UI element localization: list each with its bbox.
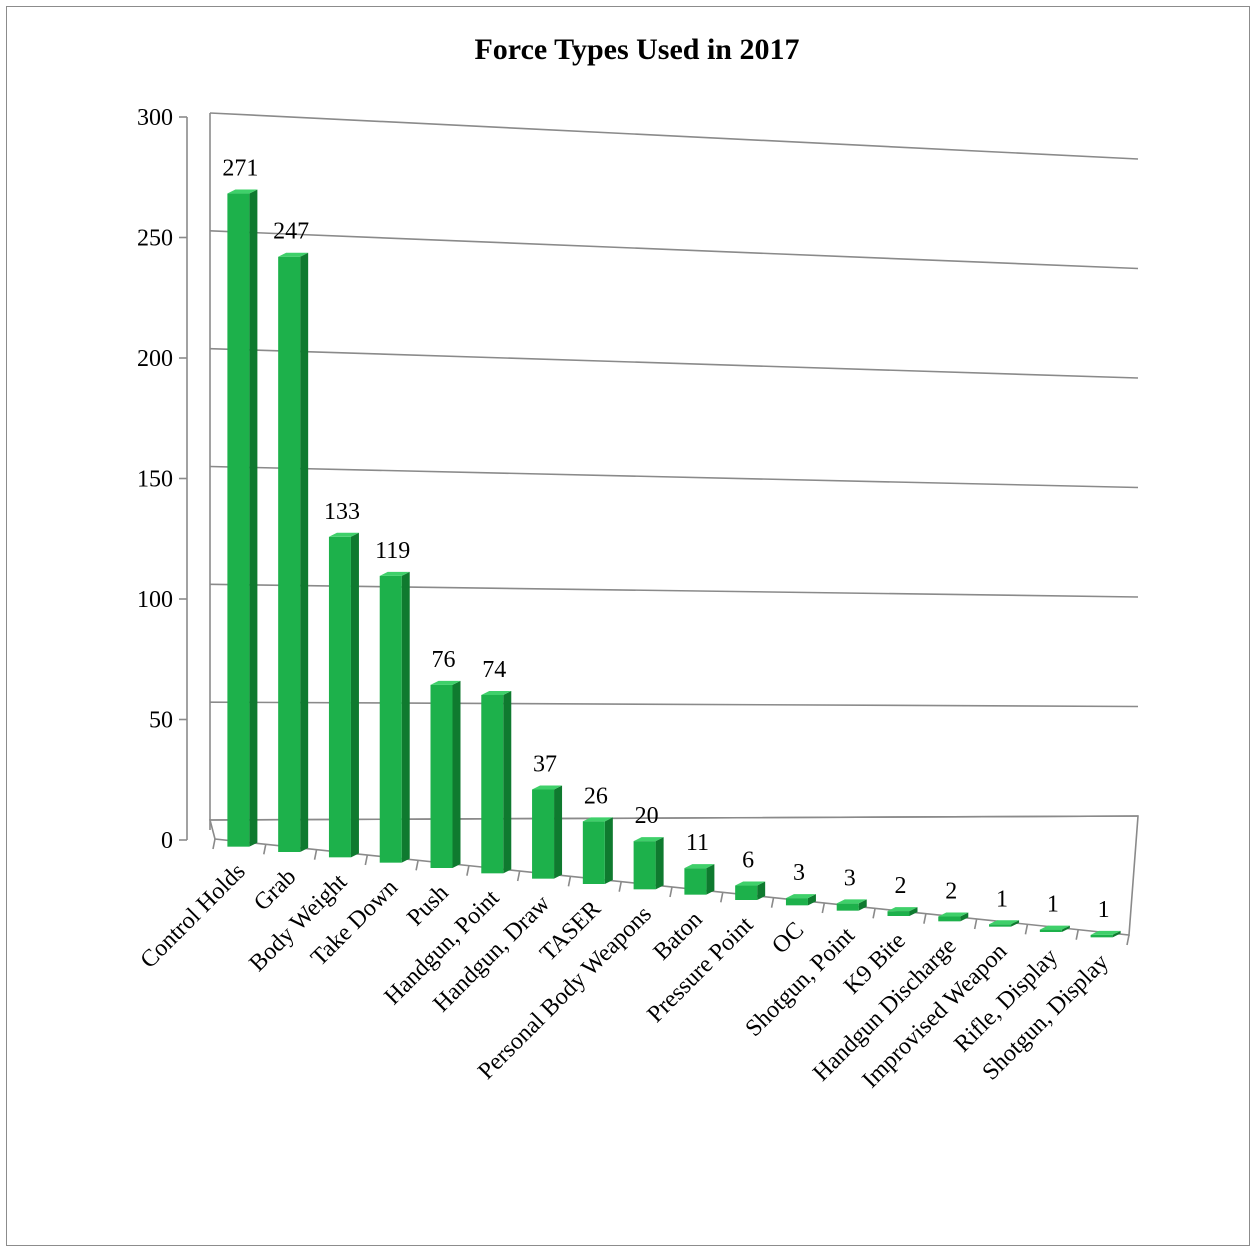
bar [481, 690, 512, 874]
bars [227, 189, 1121, 938]
x-tick-mark [1024, 924, 1029, 935]
x-tick-mark [567, 876, 572, 887]
bar [532, 785, 563, 879]
data-label: 247 [273, 219, 309, 245]
y-tick-label: 100 [137, 587, 173, 613]
data-label: 74 [482, 657, 506, 683]
y-tick-label: 300 [137, 105, 173, 131]
data-label: 3 [793, 860, 805, 886]
bar [328, 532, 359, 858]
bar-chart: Force Types Used in 2017 0 50 100 150 200 250… [136, 33, 1139, 1094]
data-label: 1 [996, 886, 1008, 912]
x-tick-mark [262, 844, 267, 855]
x-tick-mark [364, 854, 369, 866]
x-tick-mark [973, 918, 978, 930]
x-tick-mark [719, 892, 724, 903]
bar [938, 912, 969, 922]
data-label: 119 [375, 538, 410, 564]
y-tick-label: 150 [137, 467, 173, 493]
data-label: 3 [844, 865, 856, 891]
data-label: 76 [432, 647, 456, 673]
bar [430, 680, 461, 868]
x-tick-mark [770, 897, 775, 908]
bar [887, 907, 918, 916]
y-tick-label: 50 [149, 708, 173, 734]
gridline [209, 230, 1139, 270]
gridline [209, 465, 1139, 489]
bar [278, 252, 309, 853]
data-label: 37 [533, 751, 557, 777]
axes: 0 50 100 150 200 250 300 [137, 105, 1139, 946]
y-tick-label: 200 [137, 346, 173, 372]
bar [227, 189, 258, 847]
data-label: 11 [686, 830, 709, 856]
data-label: 2 [895, 873, 907, 899]
gridline [209, 347, 1139, 379]
x-tick-mark [466, 865, 470, 876]
data-label: 2 [945, 879, 957, 905]
x-tick-mark [1075, 929, 1080, 940]
x-tick-mark [923, 913, 927, 924]
data-label: 271 [222, 156, 258, 182]
chart-frame: Force Types Used in 2017 0 50 100 150 200 250… [6, 6, 1250, 1246]
bar [1090, 930, 1121, 938]
x-tick-mark [1126, 934, 1130, 946]
bar [785, 894, 816, 906]
x-tick-mark [872, 908, 876, 919]
y-tick-label: 0 [161, 828, 173, 854]
data-label: 1 [1047, 892, 1059, 918]
gridline [209, 112, 1139, 160]
x-tick-mark [415, 860, 419, 871]
bar [836, 899, 867, 911]
data-label: 20 [635, 803, 659, 829]
x-tick-mark [821, 902, 826, 914]
bar [684, 864, 715, 895]
x-tick-mark [212, 838, 216, 850]
data-label: 133 [324, 499, 360, 525]
data-label: 6 [742, 848, 754, 874]
bar [989, 920, 1020, 927]
gridlines [209, 112, 1139, 821]
bar [1039, 925, 1070, 932]
data-label: 1 [1098, 897, 1110, 923]
x-tick-label: Push [402, 880, 453, 931]
bar [735, 881, 766, 900]
x-tick-mark [516, 870, 521, 882]
gridline [209, 701, 1139, 708]
data-label: 26 [584, 783, 608, 809]
bar [582, 817, 613, 884]
y-tick-label: 250 [137, 226, 173, 252]
x-tick-label: OC [767, 917, 809, 959]
gridline [209, 583, 1139, 598]
chart-title: Force Types Used in 2017 [474, 33, 799, 66]
x-tick-label: Control Holds [136, 859, 251, 974]
bar [633, 837, 664, 890]
x-tick-mark [618, 881, 623, 892]
x-tick-mark [669, 886, 673, 898]
x-tick-mark [313, 849, 318, 860]
bar [379, 571, 410, 863]
